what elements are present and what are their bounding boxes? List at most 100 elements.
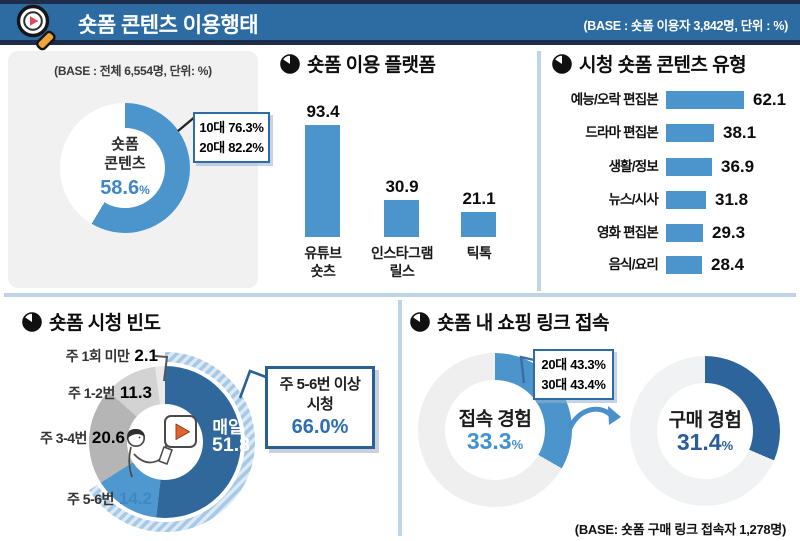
hbar-2 — [666, 158, 713, 176]
freq-label-3-4: 주 3-4번 — [40, 430, 87, 446]
vertical-divider-top — [537, 51, 541, 291]
hrow-val-4: 29.3 — [712, 223, 746, 242]
bar-instagram-reels — [384, 199, 419, 237]
bar-youtube-shorts — [305, 124, 340, 237]
hrow-label-1: 드라마 편집본 — [585, 125, 658, 140]
link-access-unit: % — [511, 437, 524, 452]
header-bottom-edge — [0, 40, 800, 45]
freq-label-5-6: 주 5-6번 — [67, 491, 114, 507]
content-types-title: 시청 숏폼 콘텐츠 유형 — [579, 55, 747, 76]
platforms-title-row: 숏폼 이용 플랫폼 — [280, 50, 436, 77]
hrow-val-1: 38.1 — [723, 123, 757, 142]
frequency-title: 숏폼 시청 빈도 — [49, 313, 161, 334]
freq-under-once-connector — [154, 355, 169, 382]
bar-cat-instagram: 인스타그램 릴스 — [354, 244, 450, 280]
frequency-daily-value: 51.8 — [212, 434, 250, 456]
platforms-title: 숏폼 이용 플랫폼 — [307, 55, 436, 76]
hrow-label-4: 영화 편집본 — [596, 225, 659, 240]
hrow-val-2: 36.9 — [721, 157, 755, 176]
overall-center-label-2: 콘텐츠 — [104, 155, 146, 172]
overall-callout-line-2: 20대 82.2% — [199, 139, 264, 155]
purchase-donut-hole — [657, 383, 753, 479]
frequency-row-3-4: 주 3-4번 20.6 — [8, 428, 125, 448]
shopping-title-row: 숏폼 내 쇼핑 링크 접속 — [410, 308, 609, 335]
bar-tiktok — [461, 211, 496, 237]
hbar-0 — [666, 91, 744, 109]
hbar-5 — [666, 256, 702, 274]
purchase-value: 31.4 — [676, 429, 722, 455]
magnifier-play-icon — [16, 4, 56, 51]
bar-cat-tiktok: 틱톡 — [431, 244, 527, 262]
bar-cat-youtube-line1: 유튜브 — [304, 245, 342, 261]
page-title: 숏폼 콘텐츠 이용행태 — [78, 14, 259, 37]
overall-center-label-1: 숏폼 — [111, 136, 139, 154]
bar-value-youtube: 93.4 — [306, 102, 340, 121]
link-access-donut-hole — [445, 380, 545, 480]
freq-label-under-once: 주 1회 미만 — [65, 348, 130, 364]
freq-value-5-6: 14.2 — [118, 489, 152, 508]
pie-chart-icon — [22, 311, 42, 332]
shopping-base-note: (BASE: 숏폼 구매 링크 접속자 1,278명) — [574, 522, 787, 537]
bar-cat-youtube-line2: 숏츠 — [310, 263, 336, 280]
shopping-callout-line2: 30대 43.4% — [541, 376, 606, 392]
frequency-highlight-callout: 주 5-6번 이상 시청 66.0% — [265, 366, 375, 449]
link-access-label: 접속 경험 — [458, 409, 532, 430]
shopping-callout-connector — [519, 355, 535, 384]
overall-value: 58.6 — [100, 176, 140, 199]
purchase-value-row: 31.4 % — [655, 429, 755, 456]
overall-base-note: (BASE : 전체 6,554명, 단위: %) — [54, 64, 212, 78]
freq-callout-line1: 주 5-6번 이상 — [279, 376, 361, 393]
hrow-label-2: 생활/정보 — [608, 159, 659, 174]
bar-cat-instagram-line1: 인스타그램 — [371, 245, 433, 261]
link-access-value: 33.3 — [466, 428, 512, 454]
frequency-row-5-6: 주 5-6번 14.2 — [28, 489, 152, 509]
header-base-note: (BASE : 숏폼 이용자 3,842명, 단위 : %) — [583, 19, 788, 33]
pie-chart-icon — [552, 53, 572, 74]
hrow-label-5: 음식/요리 — [608, 257, 659, 272]
hbar-4 — [666, 224, 703, 242]
freq-value-under-once: 2.1 — [134, 346, 158, 365]
bar-cat-tiktok-line1: 틱톡 — [466, 245, 492, 261]
vertical-divider-bottom — [398, 300, 402, 536]
freq-value-3-4: 20.6 — [91, 428, 125, 447]
link-access-value-row: 33.3 % — [445, 428, 545, 455]
bar-value-instagram: 30.9 — [385, 177, 419, 196]
overall-age-callout: 10대 76.3% 20대 82.2% — [193, 112, 270, 163]
frequency-title-row: 숏폼 시청 빈도 — [22, 308, 161, 335]
overall-value-unit: % — [139, 182, 150, 197]
shopping-age-callout: 20대 43.3% 30대 43.4% — [533, 349, 614, 400]
frequency-highlight-hatch-ring — [88, 352, 255, 532]
overall-usage-donut-hole: 숏폼 콘텐츠 58.6 % — [85, 128, 165, 208]
freq-callout-value: 66.0% — [291, 416, 349, 438]
curved-arrow-icon — [567, 406, 621, 431]
frequency-daily-label: 매일 — [212, 418, 244, 437]
freq-label-1-2: 주 1-2번 — [67, 385, 115, 401]
hbar-3 — [666, 191, 706, 209]
hrow-val-3: 31.8 — [715, 190, 749, 209]
purchase-label: 구매 경험 — [668, 410, 742, 431]
content-types-title-row: 시청 숏폼 콘텐츠 유형 — [552, 50, 747, 77]
purchase-unit: % — [721, 438, 734, 453]
pie-chart-icon — [280, 53, 300, 74]
bar-cat-instagram-line2: 릴스 — [389, 263, 415, 280]
horizontal-divider — [4, 293, 796, 297]
shopping-title: 숏폼 내 쇼핑 링크 접속 — [437, 313, 609, 334]
freq-value-1-2: 11.3 — [119, 383, 152, 402]
frequency-row-under-once: 주 1회 미만 2.1 — [28, 346, 158, 366]
shopping-callout-line1: 20대 43.3% — [541, 357, 606, 372]
frequency-row-1-2: 주 1-2번 11.3 — [28, 383, 152, 403]
pie-chart-icon — [410, 311, 430, 332]
bar-cat-youtube: 유튜브 숏츠 — [275, 244, 371, 280]
hrow-label-0: 예능/오락 편집본 — [570, 92, 659, 107]
bar-value-tiktok: 21.1 — [462, 189, 496, 208]
hrow-label-3: 뉴스/시사 — [608, 192, 659, 207]
hbar-1 — [666, 124, 714, 142]
hrow-val-0: 62.1 — [753, 90, 787, 109]
overall-callout-line-1: 10대 76.3% — [199, 120, 264, 135]
frequency-callout-connector — [238, 369, 267, 399]
freq-callout-line2: 시청 — [306, 395, 334, 413]
header-top-edge — [0, 0, 800, 4]
hrow-val-5: 28.4 — [711, 255, 745, 274]
header-bar — [0, 4, 800, 40]
